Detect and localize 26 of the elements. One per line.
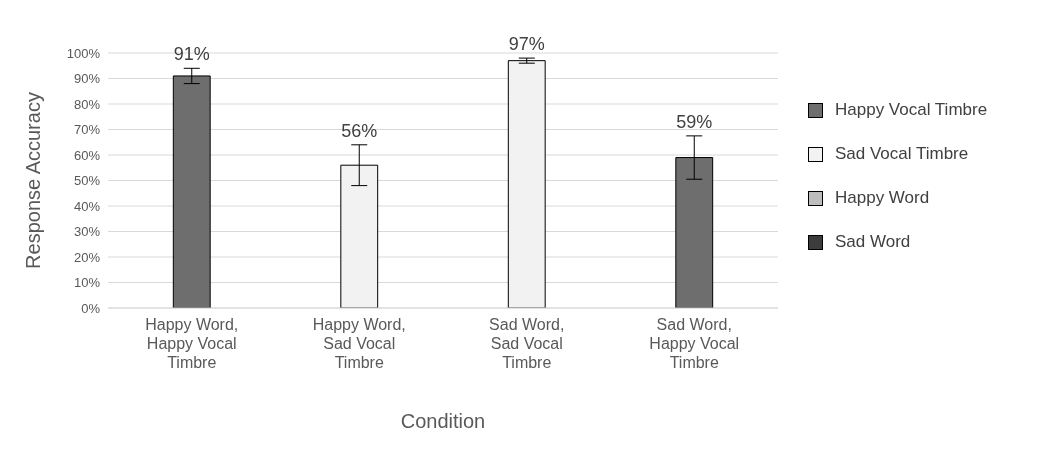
y-tick-label: 100% — [66, 45, 101, 61]
y-tick-label: 30% — [73, 224, 101, 240]
y-tick-label: 70% — [73, 122, 101, 138]
legend-label: Sad Word — [835, 232, 911, 252]
y-axis-title: Response Accuracy — [22, 92, 45, 269]
x-tick-label: Happy Word, Happy Vocal Timbre — [145, 316, 239, 371]
y-tick-label: 50% — [73, 173, 101, 189]
x-axis-title: Condition — [400, 410, 486, 432]
x-tick-label: Happy Word, Sad Vocal Timbre — [312, 316, 406, 371]
y-tick-label: 60% — [73, 147, 101, 163]
x-tick-label: Sad Word, Happy Vocal Timbre — [649, 316, 740, 371]
y-tick-label: 90% — [73, 71, 101, 87]
legend-label: Happy Word — [835, 188, 930, 208]
y-tick-label: 40% — [73, 198, 101, 214]
data-label: 97% — [508, 34, 545, 55]
y-tick-label: 0% — [81, 300, 101, 316]
legend-label: Sad Vocal Timbre — [835, 144, 969, 164]
data-label: 56% — [341, 120, 378, 141]
y-tick-label: 80% — [73, 96, 101, 112]
data-label: 59% — [676, 111, 713, 132]
legend-label: Happy Vocal Timbre — [835, 100, 988, 120]
data-label: 91% — [173, 44, 210, 65]
x-tick-label: Sad Word, Sad Vocal Timbre — [489, 316, 565, 371]
y-tick-label: 20% — [73, 249, 101, 265]
bar — [507, 60, 546, 308]
y-tick-label: 10% — [73, 275, 101, 291]
